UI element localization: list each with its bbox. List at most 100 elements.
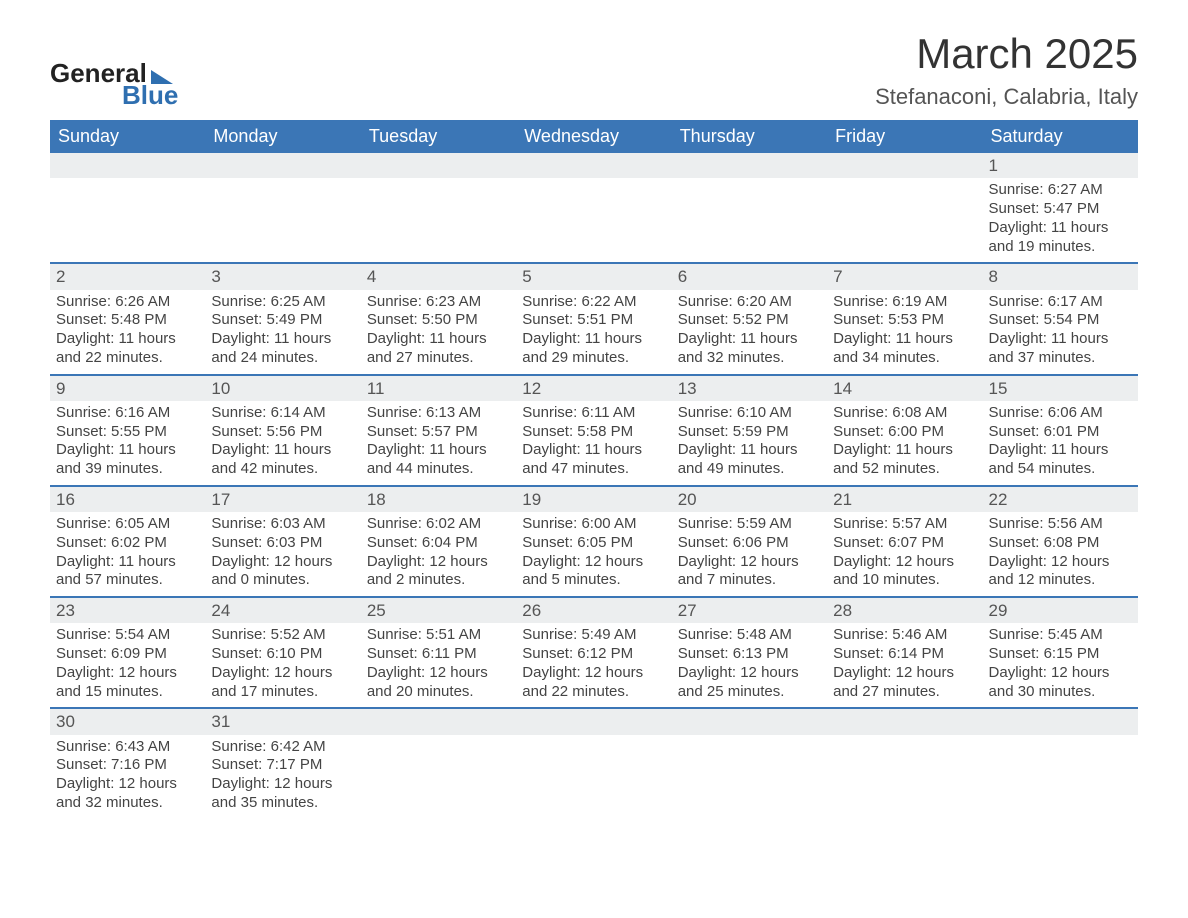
calendar-day-cell: 11Sunrise: 6:13 AMSunset: 5:57 PMDayligh… [361, 375, 516, 486]
weekday-header: Sunday [50, 120, 205, 153]
calendar-day-cell: 23Sunrise: 5:54 AMSunset: 6:09 PMDayligh… [50, 597, 205, 708]
empty-day-bar [516, 709, 671, 734]
sunset-text: Sunset: 6:13 PM [678, 645, 821, 664]
sunrise-text: Sunrise: 6:03 AM [211, 515, 354, 534]
calendar-day-cell [827, 708, 982, 818]
daylight-text: Daylight: 12 hours [989, 664, 1132, 683]
sunrise-text: Sunrise: 5:46 AM [833, 626, 976, 645]
day-number: 18 [361, 487, 516, 512]
calendar-day-cell: 27Sunrise: 5:48 AMSunset: 6:13 PMDayligh… [672, 597, 827, 708]
logo: General Blue [50, 30, 178, 108]
calendar-day-cell: 9Sunrise: 6:16 AMSunset: 5:55 PMDaylight… [50, 375, 205, 486]
day-number: 14 [827, 376, 982, 401]
sunrise-text: Sunrise: 6:11 AM [522, 404, 665, 423]
sunset-text: Sunset: 6:15 PM [989, 645, 1132, 664]
day-number: 19 [516, 487, 671, 512]
calendar-day-cell: 3Sunrise: 6:25 AMSunset: 5:49 PMDaylight… [205, 263, 360, 374]
daylight-text: and 52 minutes. [833, 460, 976, 479]
daylight-text: and 7 minutes. [678, 571, 821, 590]
calendar-day-cell: 28Sunrise: 5:46 AMSunset: 6:14 PMDayligh… [827, 597, 982, 708]
daylight-text: and 34 minutes. [833, 349, 976, 368]
sunrise-text: Sunrise: 6:26 AM [56, 293, 199, 312]
sunset-text: Sunset: 5:48 PM [56, 311, 199, 330]
sunrise-text: Sunrise: 5:59 AM [678, 515, 821, 534]
day-number: 12 [516, 376, 671, 401]
calendar-day-cell: 24Sunrise: 5:52 AMSunset: 6:10 PMDayligh… [205, 597, 360, 708]
calendar-day-cell: 18 Sunrise: 6:02 AMSunset: 6:04 PMDayligh… [361, 486, 516, 597]
sunset-text: Sunset: 5:53 PM [833, 311, 976, 330]
daylight-text: and 32 minutes. [678, 349, 821, 368]
sunset-text: Sunset: 5:57 PM [367, 423, 510, 442]
sunset-text: Sunset: 7:17 PM [211, 756, 354, 775]
daylight-text: Daylight: 12 hours [989, 553, 1132, 572]
daylight-text: and 37 minutes. [989, 349, 1132, 368]
calendar-week-row: 23Sunrise: 5:54 AMSunset: 6:09 PMDayligh… [50, 597, 1138, 708]
page-subtitle: Stefanaconi, Calabria, Italy [875, 84, 1138, 110]
sunset-text: Sunset: 6:01 PM [989, 423, 1132, 442]
daylight-text: and 25 minutes. [678, 683, 821, 702]
sunrise-text: Sunrise: 6:10 AM [678, 404, 821, 423]
sunset-text: Sunset: 6:04 PM [367, 534, 510, 553]
calendar-day-cell [827, 153, 982, 263]
sunset-text: Sunset: 6:06 PM [678, 534, 821, 553]
daylight-text: Daylight: 11 hours [56, 441, 199, 460]
sunrise-text: Sunrise: 6:23 AM [367, 293, 510, 312]
sunset-text: Sunset: 5:58 PM [522, 423, 665, 442]
calendar-day-cell [361, 708, 516, 818]
sunrise-text: Sunrise: 6:05 AM [56, 515, 199, 534]
sunrise-text: Sunrise: 6:14 AM [211, 404, 354, 423]
sunrise-text: Sunrise: 6:00 AM [522, 515, 665, 534]
sunset-text: Sunset: 5:47 PM [989, 200, 1132, 219]
calendar-day-cell: 29Sunrise: 5:45 AMSunset: 6:15 PMDayligh… [983, 597, 1138, 708]
daylight-text: Daylight: 11 hours [211, 330, 354, 349]
daylight-text: and 24 minutes. [211, 349, 354, 368]
calendar-week-row: 1Sunrise: 6:27 AMSunset: 5:47 PMDaylight… [50, 153, 1138, 263]
daylight-text: and 44 minutes. [367, 460, 510, 479]
daylight-text: Daylight: 12 hours [367, 553, 510, 572]
calendar-day-cell: 16Sunrise: 6:05 AMSunset: 6:02 PMDayligh… [50, 486, 205, 597]
daylight-text: and 29 minutes. [522, 349, 665, 368]
day-number: 15 [983, 376, 1138, 401]
calendar-day-cell: 20Sunrise: 5:59 AMSunset: 6:06 PMDayligh… [672, 486, 827, 597]
empty-day-bar [827, 709, 982, 734]
calendar-table: SundayMondayTuesdayWednesdayThursdayFrid… [50, 120, 1138, 819]
daylight-text: and 47 minutes. [522, 460, 665, 479]
day-number: 28 [827, 598, 982, 623]
calendar-day-cell [672, 153, 827, 263]
sunrise-text: Sunrise: 5:54 AM [56, 626, 199, 645]
daylight-text: Daylight: 12 hours [211, 775, 354, 794]
empty-day-bar [827, 153, 982, 178]
day-number: 6 [672, 264, 827, 289]
daylight-text: Daylight: 12 hours [367, 664, 510, 683]
sunset-text: Sunset: 6:08 PM [989, 534, 1132, 553]
daylight-text: and 2 minutes. [367, 571, 510, 590]
sunset-text: Sunset: 5:54 PM [989, 311, 1132, 330]
calendar-day-cell: 1Sunrise: 6:27 AMSunset: 5:47 PMDaylight… [983, 153, 1138, 263]
day-number: 31 [205, 709, 360, 734]
sunrise-text: Sunrise: 6:02 AM [367, 515, 510, 534]
daylight-text: Daylight: 11 hours [56, 553, 199, 572]
sunrise-text: Sunrise: 5:56 AM [989, 515, 1132, 534]
empty-day-bar [50, 153, 205, 178]
sunset-text: Sunset: 7:16 PM [56, 756, 199, 775]
empty-day-bar [361, 153, 516, 178]
sunset-text: Sunset: 5:49 PM [211, 311, 354, 330]
sunset-text: Sunset: 6:05 PM [522, 534, 665, 553]
calendar-day-cell: 26Sunrise: 5:49 AMSunset: 6:12 PMDayligh… [516, 597, 671, 708]
daylight-text: Daylight: 12 hours [211, 664, 354, 683]
daylight-text: and 39 minutes. [56, 460, 199, 479]
calendar-day-cell: 7Sunrise: 6:19 AMSunset: 5:53 PMDaylight… [827, 263, 982, 374]
calendar-day-cell: 25Sunrise: 5:51 AMSunset: 6:11 PMDayligh… [361, 597, 516, 708]
daylight-text: Daylight: 12 hours [211, 553, 354, 572]
sunrise-text: Sunrise: 6:17 AM [989, 293, 1132, 312]
sunset-text: Sunset: 5:59 PM [678, 423, 821, 442]
calendar-day-cell: 13Sunrise: 6:10 AMSunset: 5:59 PMDayligh… [672, 375, 827, 486]
page-header: General Blue March 2025 Stefanaconi, Cal… [50, 30, 1138, 110]
weekday-header: Monday [205, 120, 360, 153]
page-title: March 2025 [875, 30, 1138, 78]
day-number: 21 [827, 487, 982, 512]
daylight-text: and 22 minutes. [522, 683, 665, 702]
daylight-text: and 12 minutes. [989, 571, 1132, 590]
day-number: 5 [516, 264, 671, 289]
calendar-day-cell: 19Sunrise: 6:00 AMSunset: 6:05 PMDayligh… [516, 486, 671, 597]
